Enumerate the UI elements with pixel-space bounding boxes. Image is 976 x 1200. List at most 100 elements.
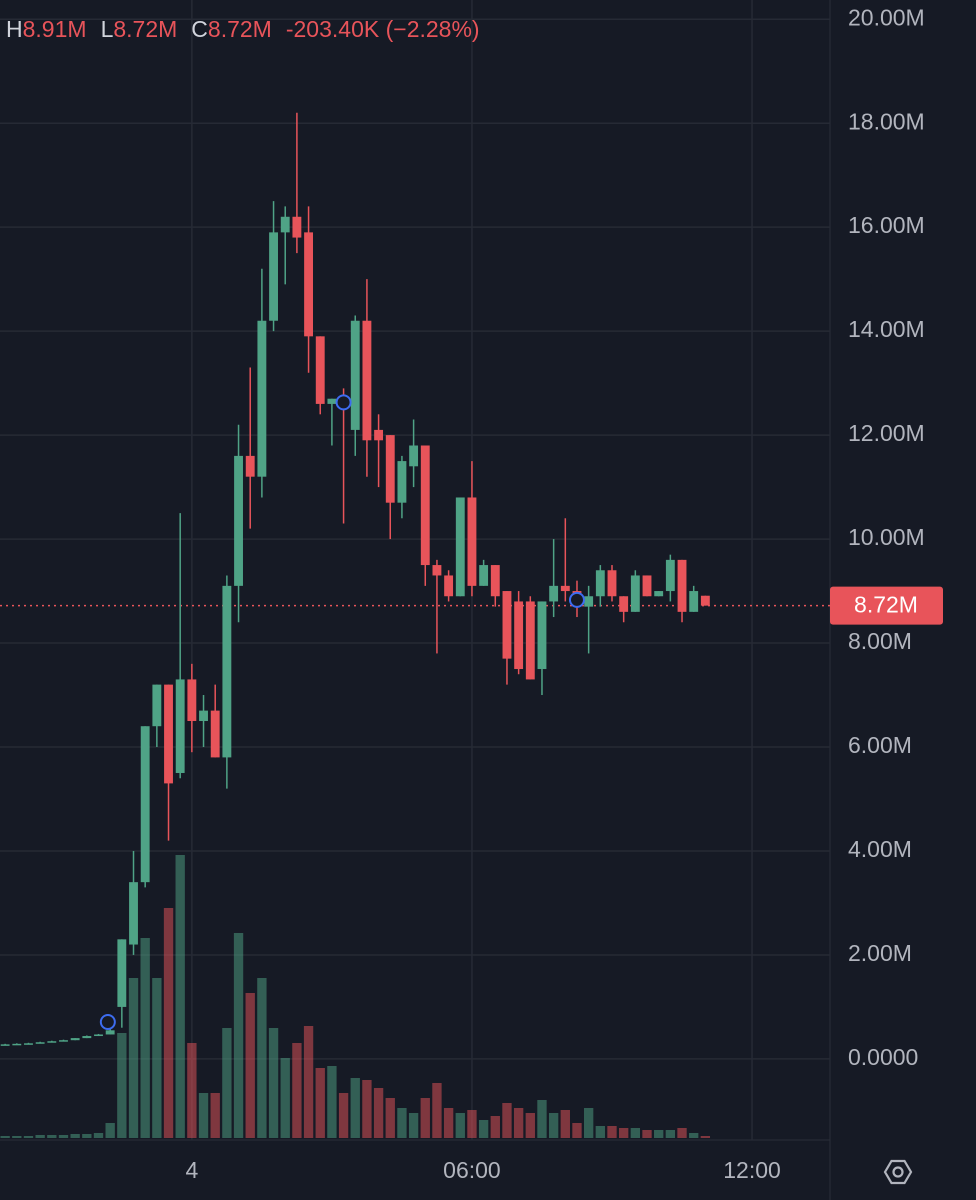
candle-body	[47, 1041, 57, 1043]
candle-body	[584, 596, 594, 607]
volume-bar	[82, 1134, 92, 1138]
y-tick-label: 14.00M	[848, 316, 925, 342]
candle-body	[467, 497, 477, 586]
candle-body	[432, 565, 442, 576]
volume-bar	[0, 1136, 10, 1138]
volume-bar	[257, 978, 267, 1138]
volume-bar	[700, 1136, 711, 1138]
volume-bar	[654, 1130, 664, 1138]
volume-bar	[432, 1083, 442, 1138]
candle-body	[689, 591, 699, 612]
volume-bar	[572, 1123, 582, 1138]
volume-bar	[502, 1103, 512, 1138]
candle-body	[35, 1042, 45, 1044]
ohlc-value: 8.91M	[23, 16, 87, 42]
volume-bar	[280, 1058, 290, 1138]
volume-bar	[128, 978, 139, 1138]
volume-bar	[338, 1093, 349, 1138]
candle-body	[70, 1038, 80, 1041]
candle-body	[292, 216, 302, 238]
volume-bar	[70, 1134, 80, 1138]
candle-body	[187, 679, 197, 722]
volume-bar	[455, 1113, 465, 1138]
settings-icon-dot[interactable]	[892, 1166, 904, 1178]
y-tick-label: 4.00M	[848, 836, 912, 862]
x-tick-label: 4	[185, 1157, 198, 1183]
volume-bar	[467, 1110, 477, 1138]
candle-body	[269, 232, 278, 321]
candle-body	[595, 570, 605, 597]
candle-body	[560, 585, 570, 592]
y-tick-label: 16.00M	[848, 212, 925, 238]
volume-bar	[222, 1028, 232, 1138]
candle-body	[59, 1040, 68, 1042]
volume-bar	[583, 1108, 594, 1138]
x-tick-label: 06:00	[443, 1157, 501, 1183]
volume-bar	[362, 1080, 372, 1138]
candle-body	[385, 435, 395, 503]
candle-body	[129, 882, 138, 945]
volume-bar	[233, 933, 244, 1138]
candle-body	[117, 939, 127, 1007]
candle-body	[105, 1030, 115, 1035]
volume-bar	[560, 1110, 570, 1138]
ohlc-label: C	[191, 16, 208, 42]
candle-body	[234, 455, 243, 586]
volume-bar	[689, 1133, 699, 1138]
y-tick-label: 8.00M	[848, 628, 912, 654]
candle-body	[315, 336, 325, 404]
y-tick-label: 0.0000	[848, 1044, 918, 1070]
ohlc-label: H	[6, 16, 23, 42]
candle-body	[82, 1036, 92, 1039]
volume-bar	[373, 1088, 384, 1138]
ohlc-header: H8.91M L8.72M C8.72M -203.40K (−2.28%)	[6, 16, 480, 42]
candle-body	[164, 684, 173, 784]
volume-bar	[245, 993, 255, 1138]
candle-body	[549, 585, 559, 602]
y-tick-label: 12.00M	[848, 420, 925, 446]
candle-body	[502, 591, 512, 659]
candle-body	[630, 575, 640, 612]
settings-icon-shape[interactable]	[883, 1159, 913, 1185]
event-marker	[335, 394, 352, 411]
volume-bar	[665, 1130, 676, 1138]
settings-icon[interactable]	[883, 1159, 913, 1185]
ohlc-change: -203.40K (−2.28%)	[286, 16, 480, 42]
event-marker	[568, 591, 585, 608]
candle-body	[537, 601, 547, 670]
ohlc-value: 8.72M	[208, 16, 272, 42]
event-marker	[99, 1013, 116, 1030]
volume-bar	[607, 1126, 617, 1138]
candle-body	[455, 497, 465, 597]
candle-body	[490, 565, 500, 597]
volume-bar	[677, 1128, 687, 1138]
volume-bar	[117, 1033, 127, 1138]
y-tick-label: 6.00M	[848, 732, 912, 758]
volume-bar	[210, 1093, 220, 1138]
y-tick-label: 2.00M	[848, 940, 912, 966]
volume-bar	[642, 1130, 652, 1138]
y-tick-label: 18.00M	[848, 108, 925, 134]
candle-body	[362, 320, 372, 441]
volume-bar	[315, 1068, 325, 1138]
volume-bar	[327, 1066, 337, 1138]
volume-bar	[443, 1108, 454, 1138]
candle-body	[525, 601, 535, 680]
last-price-label: 8.72M	[854, 592, 918, 618]
volume-bar	[537, 1100, 547, 1138]
volume-bar	[397, 1108, 407, 1138]
volume-bar	[163, 908, 174, 1138]
volume-bar	[35, 1135, 45, 1138]
candle-body	[152, 684, 162, 727]
volume-bar	[420, 1098, 430, 1138]
candle-body	[444, 575, 454, 597]
ohlc-label: L	[101, 16, 114, 42]
candle-body	[619, 596, 629, 612]
volume-bar	[140, 938, 150, 1138]
candle-body	[374, 429, 384, 441]
volume-bar	[490, 1116, 500, 1138]
candle-body	[327, 398, 337, 404]
